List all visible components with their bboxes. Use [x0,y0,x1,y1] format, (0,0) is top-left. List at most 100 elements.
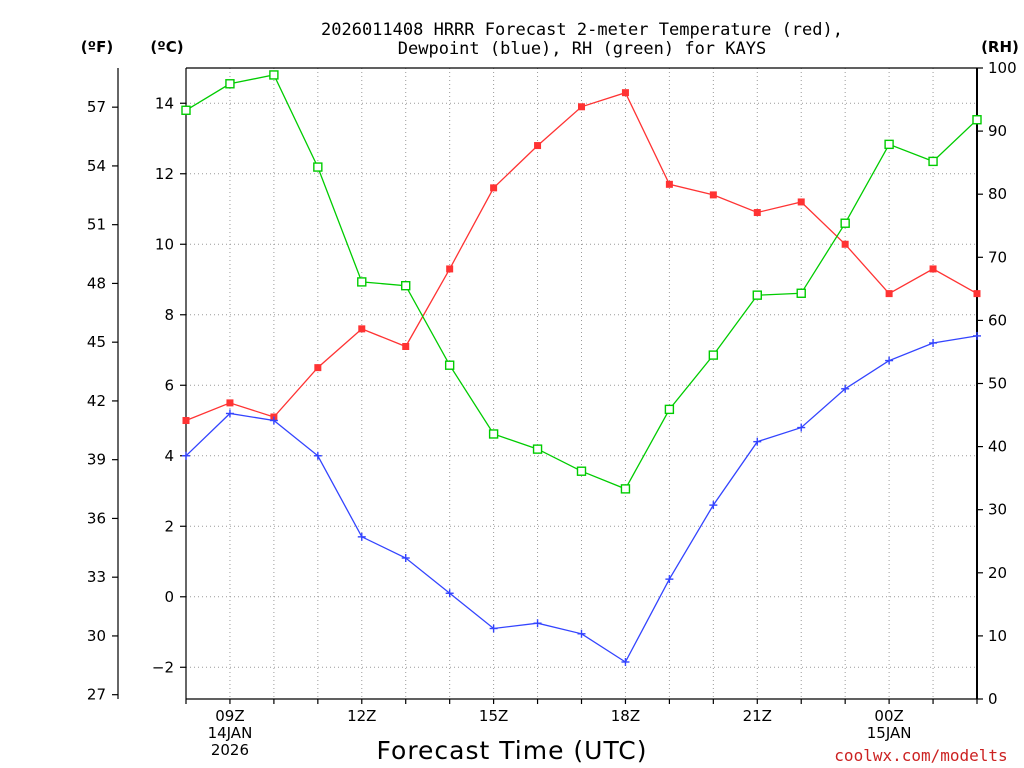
dewpoint-point [621,657,630,666]
dewpoint-point [445,589,454,598]
rh-tick-label: 80 [988,185,1007,203]
x-tick-label: 18Z [611,707,640,725]
temperature-point [973,290,981,298]
fahrenheit-tick-label: 51 [87,216,106,234]
x-tick-label: 09Z [215,707,244,725]
rh-point [357,277,367,287]
dewpoint-point [929,338,938,347]
rh-tick-label: 60 [988,311,1007,329]
fahrenheit-tick-label: 33 [87,568,106,586]
fahrenheit-tick-label: 36 [87,509,106,527]
temperature-point [314,364,322,372]
fahrenheit-tick-label: 54 [87,157,106,175]
rh-point [225,79,235,89]
rh-point [444,360,455,370]
dewpoint-point [753,437,762,446]
dewpoint-point [401,553,410,562]
celsius-tick-label: 0 [164,588,174,606]
rh-tick-label: 30 [988,501,1007,519]
temperature-point [621,89,629,97]
x-tick-label: 14JAN [208,724,253,742]
temperature-point [358,325,366,333]
rh-point [620,484,631,494]
dewpoint-point [577,629,586,638]
rh-tick-label: 0 [988,690,998,708]
temperature-point [226,399,234,407]
x-tick-label: 15JAN [867,724,912,742]
rh-point [313,162,323,172]
dewpoint-point [269,416,278,425]
temperature-point [841,240,849,248]
rh-tick-label: 100 [988,59,1017,77]
celsius-unit-label: (ºC) [150,38,183,56]
celsius-tick-label: 8 [164,306,174,324]
dewpoint-point [665,575,674,584]
x-tick-label: 00Z [874,707,903,725]
celsius-tick-label: 4 [164,447,174,465]
rh-tick-label: 20 [988,564,1007,582]
watermark: coolwx.com/modelts [834,746,1007,765]
temperature-point [182,417,190,425]
fahrenheit-tick-label: 30 [87,627,106,645]
x-axis-title: Forecast Time (UTC) [377,736,648,765]
chart-title: 2026011408 HRRR Forecast 2-meter Tempera… [321,20,843,40]
axes [112,67,983,704]
rh-point [401,280,411,291]
rh-point [752,290,762,300]
temperature-point [402,342,410,350]
x-tick-label: 2026 [211,741,249,759]
rh-point [181,105,191,115]
x-tick-label: 12Z [347,707,376,725]
rh-point [269,70,279,80]
celsius-tick-label: 10 [155,235,174,253]
rh-tick-label: 40 [988,438,1007,456]
x-tick-label: 21Z [743,707,772,725]
grid-lines [186,68,977,699]
rh-point [928,156,938,167]
dewpoint-point [313,451,322,460]
fahrenheit-tick-label: 57 [87,98,106,116]
celsius-tick-label: 2 [164,517,174,535]
temperature-point [709,191,717,199]
celsius-tick-label: 6 [164,376,174,394]
fahrenheit-tick-label: 45 [87,333,106,351]
celsius-tick-label: −2 [152,658,174,676]
fahrenheit-unit-label: (ºF) [81,38,113,56]
rh-tick-label: 50 [988,375,1007,393]
dewpoint-point [225,409,234,418]
temperature-point [797,198,805,206]
temperature-point [753,209,761,217]
dewpoint-point [357,532,366,541]
dewpoint-point [489,624,498,633]
temperature-point [446,265,454,273]
dewpoint-point [973,331,981,340]
temperature-point [534,142,542,150]
rh-unit-label: (RH) [981,38,1019,56]
temperature-point [578,103,585,111]
chart-subtitle: Dewpoint (blue), RH (green) for KAYS [398,39,766,59]
rh-point [884,139,894,150]
rh-point [708,350,719,360]
celsius-tick-label: 12 [155,165,174,183]
rh-tick-label: 70 [988,248,1007,266]
tick-labels: 575451484542393633302714121086420−210090… [87,59,1017,759]
rh-point [796,288,806,298]
fahrenheit-tick-label: 27 [87,686,106,704]
x-tick-label: 15Z [479,707,508,725]
rh-point [972,115,982,125]
rh-point [664,404,675,415]
series-layer [181,70,982,666]
temperature-point [665,180,673,188]
dewpoint-point [797,423,806,432]
temperature-point [885,290,893,298]
rh-tick-label: 10 [988,627,1007,645]
rh-point [840,218,850,228]
fahrenheit-tick-label: 39 [87,451,106,469]
celsius-tick-label: 14 [155,94,174,112]
fahrenheit-tick-label: 42 [87,392,106,410]
dewpoint-point [182,451,190,460]
dewpoint-point [709,501,718,510]
rh-point [532,444,543,454]
dewpoint-point [885,356,894,365]
